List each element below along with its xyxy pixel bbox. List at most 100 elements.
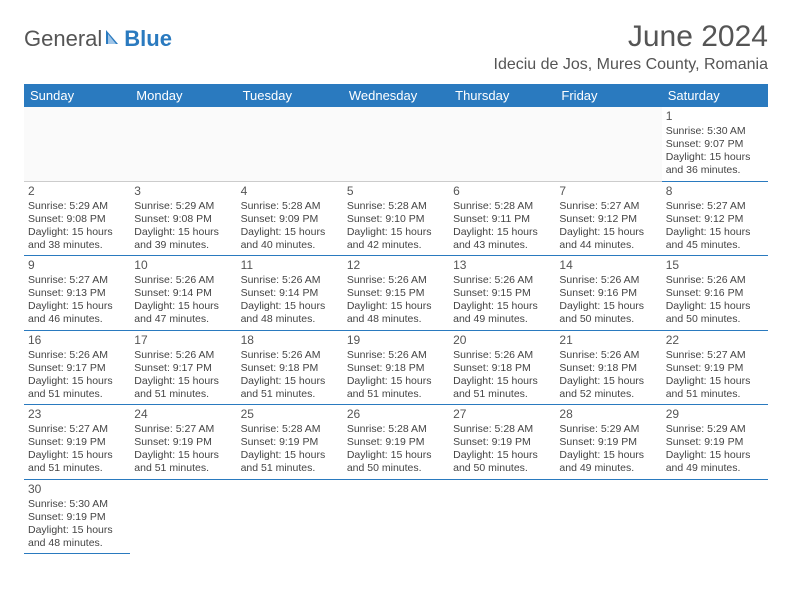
calendar-cell: 12Sunrise: 5:26 AMSunset: 9:15 PMDayligh… [343,256,449,331]
day-number: 14 [559,258,657,273]
calendar-cell: 27Sunrise: 5:28 AMSunset: 9:19 PMDayligh… [449,405,555,480]
sunrise-line: Sunrise: 5:28 AM [347,423,445,436]
sunrise-line: Sunrise: 5:26 AM [241,274,339,287]
weekday-header: Wednesday [343,84,449,107]
sail-icon [104,26,124,52]
calendar-cell [24,107,130,181]
calendar-cell: 3Sunrise: 5:29 AMSunset: 9:08 PMDaylight… [130,181,236,256]
sunrise-line: Sunrise: 5:27 AM [134,423,232,436]
day-number: 13 [453,258,551,273]
sunrise-line: Sunrise: 5:30 AM [666,125,764,138]
calendar-cell: 21Sunrise: 5:26 AMSunset: 9:18 PMDayligh… [555,330,661,405]
day-number: 5 [347,184,445,199]
day-number: 11 [241,258,339,273]
sunrise-line: Sunrise: 5:27 AM [28,423,126,436]
sunset-line: Sunset: 9:08 PM [134,213,232,226]
daylight-line: Daylight: 15 hours and 51 minutes. [666,375,764,401]
daylight-line: Daylight: 15 hours and 50 minutes. [559,300,657,326]
sunrise-line: Sunrise: 5:26 AM [134,349,232,362]
calendar-cell: 22Sunrise: 5:27 AMSunset: 9:19 PMDayligh… [662,330,768,405]
daylight-line: Daylight: 15 hours and 42 minutes. [347,226,445,252]
sunset-line: Sunset: 9:08 PM [28,213,126,226]
daylight-line: Daylight: 15 hours and 39 minutes. [134,226,232,252]
brand-logo: General Blue [24,26,172,52]
calendar-cell: 8Sunrise: 5:27 AMSunset: 9:12 PMDaylight… [662,181,768,256]
calendar-cell: 19Sunrise: 5:26 AMSunset: 9:18 PMDayligh… [343,330,449,405]
day-number: 25 [241,407,339,422]
daylight-line: Daylight: 15 hours and 51 minutes. [134,449,232,475]
calendar-cell: 9Sunrise: 5:27 AMSunset: 9:13 PMDaylight… [24,256,130,331]
sunrise-line: Sunrise: 5:27 AM [666,200,764,213]
day-number: 10 [134,258,232,273]
daylight-line: Daylight: 15 hours and 48 minutes. [241,300,339,326]
daylight-line: Daylight: 15 hours and 51 minutes. [241,375,339,401]
day-number: 12 [347,258,445,273]
daylight-line: Daylight: 15 hours and 49 minutes. [559,449,657,475]
day-number: 17 [134,333,232,348]
sunset-line: Sunset: 9:07 PM [666,138,764,151]
sunset-line: Sunset: 9:14 PM [241,287,339,300]
daylight-line: Daylight: 15 hours and 46 minutes. [28,300,126,326]
sunset-line: Sunset: 9:11 PM [453,213,551,226]
sunset-line: Sunset: 9:18 PM [241,362,339,375]
day-number: 2 [28,184,126,199]
calendar-cell [237,107,343,181]
calendar-cell: 14Sunrise: 5:26 AMSunset: 9:16 PMDayligh… [555,256,661,331]
calendar-cell: 18Sunrise: 5:26 AMSunset: 9:18 PMDayligh… [237,330,343,405]
weekday-header: Sunday [24,84,130,107]
sunset-line: Sunset: 9:19 PM [134,436,232,449]
sunset-line: Sunset: 9:18 PM [347,362,445,375]
calendar-cell: 26Sunrise: 5:28 AMSunset: 9:19 PMDayligh… [343,405,449,480]
daylight-line: Daylight: 15 hours and 51 minutes. [28,375,126,401]
weekday-header: Monday [130,84,236,107]
day-number: 15 [666,258,764,273]
daylight-line: Daylight: 15 hours and 50 minutes. [453,449,551,475]
day-number: 3 [134,184,232,199]
sunset-line: Sunset: 9:18 PM [559,362,657,375]
calendar-cell: 6Sunrise: 5:28 AMSunset: 9:11 PMDaylight… [449,181,555,256]
daylight-line: Daylight: 15 hours and 44 minutes. [559,226,657,252]
daylight-line: Daylight: 15 hours and 48 minutes. [28,524,126,550]
calendar-cell: 29Sunrise: 5:29 AMSunset: 9:19 PMDayligh… [662,405,768,480]
sunset-line: Sunset: 9:19 PM [28,511,126,524]
calendar-cell: 23Sunrise: 5:27 AMSunset: 9:19 PMDayligh… [24,405,130,480]
calendar-cell: 1Sunrise: 5:30 AMSunset: 9:07 PMDaylight… [662,107,768,181]
weekday-header: Tuesday [237,84,343,107]
day-number: 9 [28,258,126,273]
sunrise-line: Sunrise: 5:26 AM [347,274,445,287]
sunset-line: Sunset: 9:10 PM [347,213,445,226]
calendar-cell: 10Sunrise: 5:26 AMSunset: 9:14 PMDayligh… [130,256,236,331]
calendar-cell [662,479,768,554]
calendar-cell: 30Sunrise: 5:30 AMSunset: 9:19 PMDayligh… [24,479,130,554]
calendar-cell: 15Sunrise: 5:26 AMSunset: 9:16 PMDayligh… [662,256,768,331]
calendar-cell [343,479,449,554]
calendar-cell: 28Sunrise: 5:29 AMSunset: 9:19 PMDayligh… [555,405,661,480]
calendar-cell [130,107,236,181]
day-number: 21 [559,333,657,348]
calendar-cell: 13Sunrise: 5:26 AMSunset: 9:15 PMDayligh… [449,256,555,331]
sunrise-line: Sunrise: 5:29 AM [134,200,232,213]
sunset-line: Sunset: 9:18 PM [453,362,551,375]
day-number: 6 [453,184,551,199]
day-number: 30 [28,482,126,497]
sunrise-line: Sunrise: 5:27 AM [28,274,126,287]
sunrise-line: Sunrise: 5:28 AM [241,200,339,213]
sunrise-line: Sunrise: 5:26 AM [559,349,657,362]
sunset-line: Sunset: 9:12 PM [666,213,764,226]
daylight-line: Daylight: 15 hours and 51 minutes. [241,449,339,475]
sunset-line: Sunset: 9:16 PM [559,287,657,300]
sunrise-line: Sunrise: 5:27 AM [666,349,764,362]
day-number: 8 [666,184,764,199]
day-number: 18 [241,333,339,348]
day-number: 26 [347,407,445,422]
calendar-cell: 11Sunrise: 5:26 AMSunset: 9:14 PMDayligh… [237,256,343,331]
day-number: 29 [666,407,764,422]
month-title: June 2024 [494,20,769,54]
sunset-line: Sunset: 9:19 PM [347,436,445,449]
calendar-cell: 7Sunrise: 5:27 AMSunset: 9:12 PMDaylight… [555,181,661,256]
calendar-header-row: SundayMondayTuesdayWednesdayThursdayFrid… [24,84,768,107]
day-number: 27 [453,407,551,422]
day-number: 19 [347,333,445,348]
sunset-line: Sunset: 9:15 PM [347,287,445,300]
day-number: 4 [241,184,339,199]
